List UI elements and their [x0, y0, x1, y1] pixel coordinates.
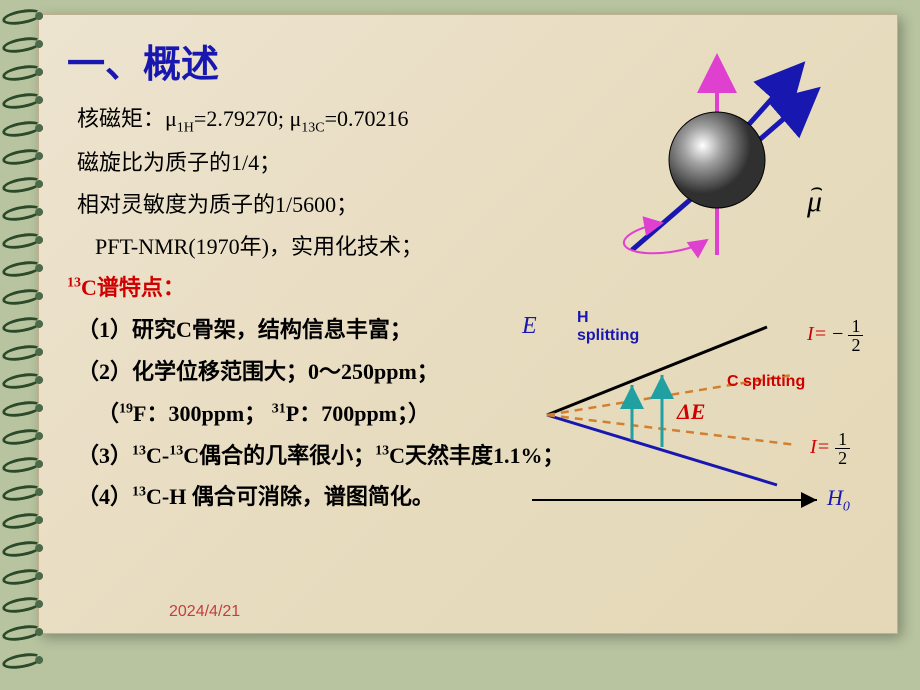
date-label: 2024/4/21 — [169, 603, 240, 621]
slide-content: 一、概述 核磁矩：μ1H=2.79270; μ13C=0.70216 磁旋比为质… — [38, 14, 898, 634]
spiral-binding — [2, 0, 44, 690]
label-dE: ΔE — [677, 399, 705, 425]
label-H0: H0 — [827, 485, 850, 515]
label-h-splitting: H splitting — [577, 309, 647, 345]
label-E: E — [522, 313, 537, 340]
mu-symbol: ⌢ μ — [807, 185, 822, 219]
energy-chart: E H splitting C splitting ΔE H0 I= − 12 … — [517, 305, 877, 515]
label-I-upper: I= − 12 — [807, 317, 863, 354]
sphere-svg — [587, 45, 847, 285]
sphere-diagram: ⌢ μ — [587, 45, 847, 285]
label-c-splitting: C splitting — [727, 373, 805, 391]
label-I-lower: I= 12 — [810, 430, 850, 467]
